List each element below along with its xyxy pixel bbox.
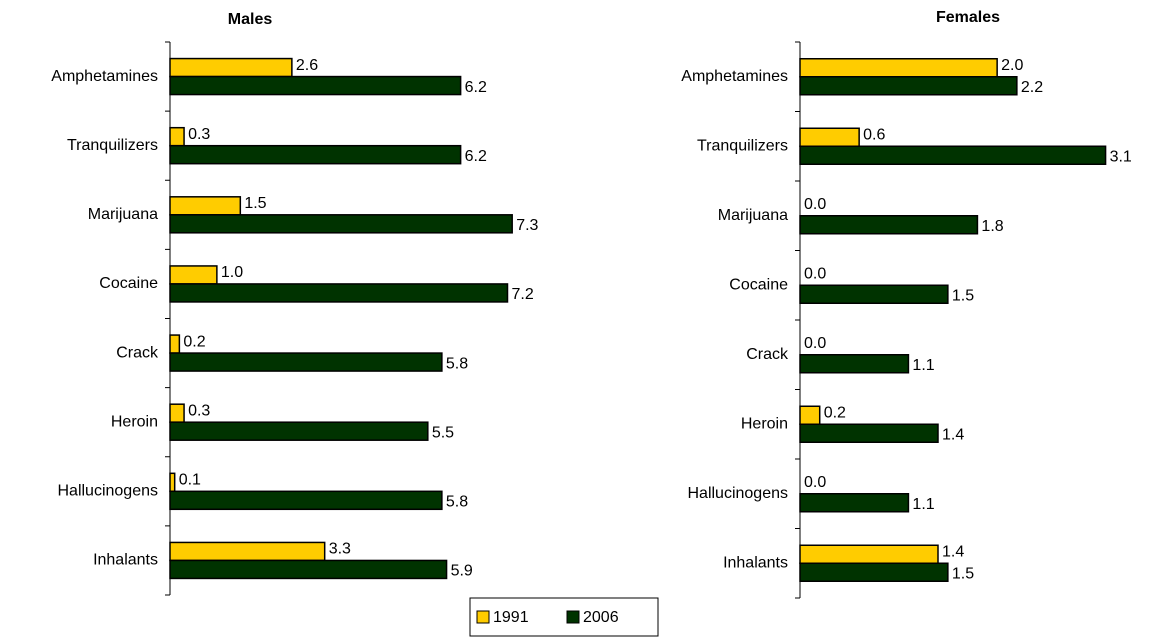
value-label: 0.0 (804, 265, 826, 282)
y-tick-label: Heroin (111, 413, 158, 430)
bar (169, 334, 181, 354)
value-label: 5.8 (446, 494, 468, 511)
value-label: 3.1 (1110, 148, 1132, 165)
bar (169, 283, 509, 303)
value-label: 7.3 (516, 217, 538, 234)
bar (169, 559, 448, 580)
bar (169, 403, 185, 423)
value-label: 1.4 (942, 543, 964, 560)
value-label: 2.0 (1001, 57, 1023, 74)
value-label: 7.2 (512, 286, 534, 303)
bar (169, 144, 462, 165)
value-label: 0.2 (183, 333, 205, 350)
value-label: 1.5 (952, 287, 974, 304)
y-tick-label: Tranquilizers (697, 137, 788, 154)
value-label: 0.3 (188, 402, 210, 419)
legend-label: 2006 (583, 609, 619, 626)
bar (799, 493, 910, 513)
bar (169, 265, 218, 285)
bar (799, 127, 860, 147)
value-label: 5.5 (432, 424, 454, 441)
bar (169, 472, 176, 493)
y-tick-label: Tranquilizers (67, 137, 158, 154)
bar (169, 196, 242, 216)
chart-title: Males (228, 11, 273, 28)
value-label: 0.6 (863, 126, 885, 143)
value-label: 3.3 (329, 541, 351, 558)
value-label: 0.0 (804, 196, 826, 213)
bar (799, 215, 979, 235)
y-tick-label: Cocaine (99, 275, 158, 292)
y-tick-label: Heroin (741, 415, 788, 432)
bar (799, 145, 1107, 165)
y-tick-label: Amphetamines (51, 68, 158, 85)
value-label: 0.0 (804, 474, 826, 491)
value-label: 1.4 (942, 426, 964, 443)
value-label: 2.6 (296, 57, 318, 74)
y-tick-label: Marijuana (88, 206, 158, 223)
value-label: 5.9 (451, 563, 473, 580)
legend-label: 1991 (493, 609, 529, 626)
bar (799, 284, 949, 304)
legend-swatch (476, 610, 490, 624)
y-tick-label: Inhalants (723, 554, 788, 571)
y-tick-label: Inhalants (93, 552, 158, 569)
bar (169, 352, 443, 372)
y-tick-label: Amphetamines (681, 68, 788, 85)
bar (169, 57, 293, 78)
value-label: 1.5 (952, 565, 974, 582)
bar (169, 490, 443, 511)
value-label: 6.2 (465, 148, 487, 165)
y-tick-label: Cocaine (729, 276, 788, 293)
y-tick-label: Hallucinogens (687, 485, 788, 502)
value-label: 1.1 (912, 496, 934, 513)
value-label: 0.2 (824, 404, 846, 421)
y-tick-label: Marijuana (718, 207, 788, 224)
value-label: 0.1 (179, 472, 201, 489)
bar (799, 76, 1018, 96)
bar (799, 562, 949, 582)
value-label: 6.2 (465, 79, 487, 96)
y-tick-label: Hallucinogens (57, 483, 158, 500)
value-label: 0.0 (804, 335, 826, 352)
value-label: 2.2 (1021, 79, 1043, 96)
bar (169, 214, 513, 234)
value-label: 1.8 (981, 218, 1003, 235)
bar (799, 544, 939, 564)
bar (799, 354, 910, 374)
chart-title: Females (936, 9, 1000, 26)
value-label: 0.3 (188, 126, 210, 143)
bar (169, 75, 462, 96)
bar (169, 421, 429, 441)
bar (169, 126, 185, 147)
bar (799, 423, 939, 443)
value-label: 1.5 (244, 195, 266, 212)
y-tick-label: Crack (116, 344, 159, 361)
value-label: 1.1 (912, 357, 934, 374)
bar (799, 405, 821, 425)
value-label: 1.0 (221, 264, 243, 281)
legend-swatch (566, 610, 580, 624)
legend-box (469, 597, 659, 637)
value-label: 5.8 (446, 355, 468, 372)
bar (799, 58, 998, 78)
y-tick-label: Crack (746, 346, 789, 363)
bar (169, 541, 326, 562)
